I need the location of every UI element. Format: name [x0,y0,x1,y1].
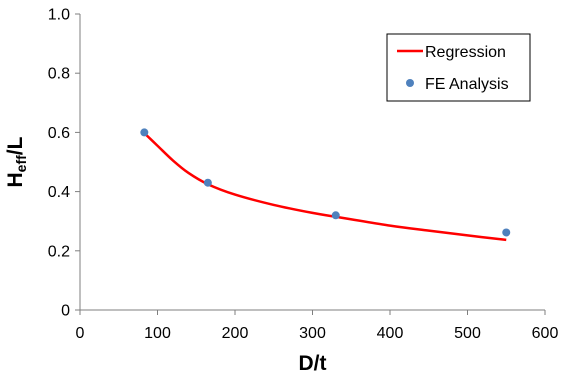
y-tick-label: 0.4 [48,184,70,201]
y-tick-label: 0 [61,303,70,320]
x-tick-label: 400 [377,325,404,342]
series-line-regression [142,131,507,242]
data-point-fe-analysis [203,178,212,187]
x-tick-label: 600 [532,325,559,342]
y-tick-label: 0.2 [48,243,70,260]
data-point-fe-analysis [502,228,511,237]
legend-box [386,33,531,102]
legend-label-regression: Regression [425,44,506,61]
data-point-fe-analysis [140,128,149,137]
y-tick-label: 0.8 [48,66,70,83]
plot-area: 0 0.2 0.4 0.6 0.8 1.0 0 100 200 300 400 500 600 [48,7,559,343]
y-axis-title-tail: /L [4,136,27,155]
y-axis-title: Heff/L [4,136,29,187]
y-axis-title-subscript: eff [13,155,29,172]
y-tick-label: 1.0 [48,7,70,24]
x-tick-label: 0 [76,325,85,342]
y-axis-title-main: H [4,172,27,187]
data-point-fe-analysis [331,211,340,220]
x-tick-label: 500 [454,325,481,342]
legend: Regression FE Analysis [386,33,531,102]
x-axis-title: D/t [299,352,327,375]
legend-label-fe-analysis: FE Analysis [425,76,509,93]
x-axis-ticks: 0 100 200 300 400 500 600 [76,310,559,342]
x-tick-label: 100 [144,325,171,342]
x-tick-label: 300 [299,325,326,342]
y-tick-label: 0.6 [48,125,70,142]
series-layer [140,128,511,242]
legend-swatch-fe-analysis [406,79,414,87]
y-axis-ticks: 0 0.2 0.4 0.6 0.8 1.0 [48,7,80,320]
x-tick-label: 200 [222,325,249,342]
